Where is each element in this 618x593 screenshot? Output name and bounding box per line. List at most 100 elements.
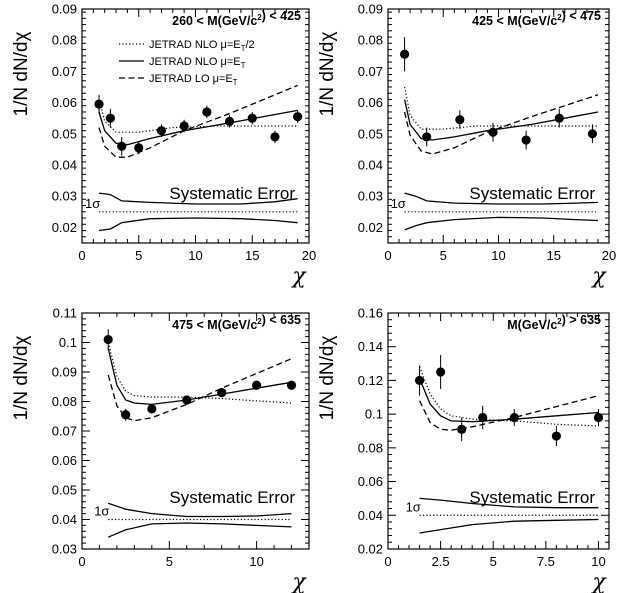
data-point <box>156 126 167 136</box>
curve-dashed <box>403 94 599 155</box>
data-point <box>247 113 257 123</box>
legend-label: JETRAD NLO μ=ET/2 <box>149 39 255 53</box>
y-tick-label: 0.02 <box>52 220 77 235</box>
panel-3: 0.03 0.04 0.05 0.06 0.07 0.08 0.09 0.1 0.11 0 5 10 1… <box>11 306 310 593</box>
data-point <box>455 115 465 125</box>
data-point <box>293 112 303 122</box>
sigma-label: 1σ <box>85 196 100 211</box>
mass-range-label: 425 < M(GeV/c2) < 475 <box>472 9 601 28</box>
data-point <box>179 121 189 131</box>
data-point <box>478 412 488 423</box>
panel-2: 0.02 0.03 0.04 0.05 0.06 0.07 0.08 0.09 0 5 10 15 20… <box>317 2 616 290</box>
y-axis-title: 1/N dN/dχ <box>11 335 32 420</box>
y-tick-label: 0.12 <box>358 373 383 388</box>
y-tick-label: 0.06 <box>358 95 383 110</box>
y-axis-title: 1/N dN/dχ <box>11 31 32 116</box>
curve-solid <box>107 348 292 406</box>
mass-range-label: 260 < M(GeV/c2) < 425 <box>172 9 301 28</box>
y-tick-label: 0.02 <box>358 220 383 235</box>
x-tick-label: 5 <box>440 248 447 263</box>
x-tick-label: 0 <box>384 248 391 263</box>
y-tick-label: 0.04 <box>358 158 383 173</box>
data-point <box>414 375 425 386</box>
data-point <box>134 143 144 153</box>
data-point <box>521 135 531 145</box>
y-tick-label: 0.03 <box>52 189 77 204</box>
curve-solid <box>418 378 599 423</box>
data-point <box>121 410 131 420</box>
data-point <box>117 141 127 151</box>
data-point <box>509 412 519 423</box>
data-point <box>252 380 262 390</box>
data-point <box>436 367 446 377</box>
x-tick-label: 0 <box>78 248 85 263</box>
x-tick-label: 10 <box>491 248 505 263</box>
y-tick-label: 0.16 <box>358 306 383 321</box>
sys-band-lower <box>98 217 298 232</box>
data-point <box>422 132 432 142</box>
y-tick-label: 0.06 <box>52 95 77 110</box>
y-tick-label: 0.05 <box>358 126 383 141</box>
sys-band-upper <box>107 502 292 518</box>
data-point <box>103 334 113 345</box>
data-point <box>587 129 598 139</box>
data-point <box>105 113 115 123</box>
sys-band-lower <box>404 216 599 231</box>
data-point <box>554 113 564 123</box>
x-axis-title: χ <box>590 264 607 289</box>
data-point <box>182 395 192 405</box>
sys-band-upper <box>419 497 599 509</box>
y-tick-label: 0.02 <box>358 542 383 557</box>
y-tick-label: 0.07 <box>52 64 77 79</box>
x-tick-label: 20 <box>602 248 616 263</box>
x-tick-label: 0 <box>78 554 85 569</box>
systematic-error-label: Systematic Error <box>469 488 595 507</box>
data-point <box>94 99 104 109</box>
y-tick-label: 0.04 <box>52 158 77 173</box>
y-tick-label: 0.14 <box>358 339 383 354</box>
curve-dashed <box>98 84 298 158</box>
data-point <box>457 424 467 434</box>
y-tick-label: 0.03 <box>358 189 383 204</box>
y-tick-label: 0.05 <box>52 126 77 141</box>
data-point <box>551 431 561 441</box>
plot-frame <box>387 312 610 550</box>
curve-dashed <box>107 358 292 422</box>
data-point <box>286 380 297 390</box>
systematic-error-label: Systematic Error <box>169 488 295 507</box>
y-tick-label: 0.07 <box>358 64 383 79</box>
curve-solid <box>403 99 599 141</box>
sigma-label: 1σ <box>391 196 406 211</box>
y-tick-label: 0.06 <box>52 453 77 468</box>
y-tick-label: 0.08 <box>52 394 77 409</box>
curve-dotted <box>404 86 598 130</box>
y-axis-title: 1/N dN/dχ <box>317 31 338 116</box>
x-tick-label: 7.5 <box>537 554 555 569</box>
mass-range-label: M(GeV/c2) > 635 <box>507 313 601 332</box>
sys-band-upper <box>98 192 298 205</box>
sys-band-upper <box>404 192 599 205</box>
sys-band-lower <box>419 518 599 534</box>
panel-1: 0.02 0.03 0.04 0.05 0.06 0.07 0.08 0.09 0 5 10 15 20… <box>11 2 316 290</box>
x-axis-title: χ <box>290 264 307 289</box>
y-tick-label: 0.08 <box>358 440 383 455</box>
plot-frame <box>81 312 310 550</box>
data-point <box>224 116 235 126</box>
y-tick-label: 0.1 <box>59 335 77 350</box>
y-tick-label: 0.03 <box>52 542 77 557</box>
data-point <box>488 127 498 137</box>
x-tick-label: 5 <box>490 554 497 569</box>
systematic-error-label: Systematic Error <box>469 184 595 203</box>
x-tick-label: 2.5 <box>432 554 450 569</box>
x-tick-label: 10 <box>188 248 202 263</box>
systematic-error-label: Systematic Error <box>169 184 295 203</box>
y-tick-label: 0.05 <box>52 483 77 498</box>
y-tick-label: 0.11 <box>53 306 77 321</box>
y-tick-label: 0.1 <box>365 407 383 422</box>
x-axis-title: χ <box>290 570 307 593</box>
curve-dotted <box>107 342 292 404</box>
data-point <box>593 412 604 423</box>
y-tick-label: 0.04 <box>52 512 77 527</box>
data-point <box>270 132 280 142</box>
